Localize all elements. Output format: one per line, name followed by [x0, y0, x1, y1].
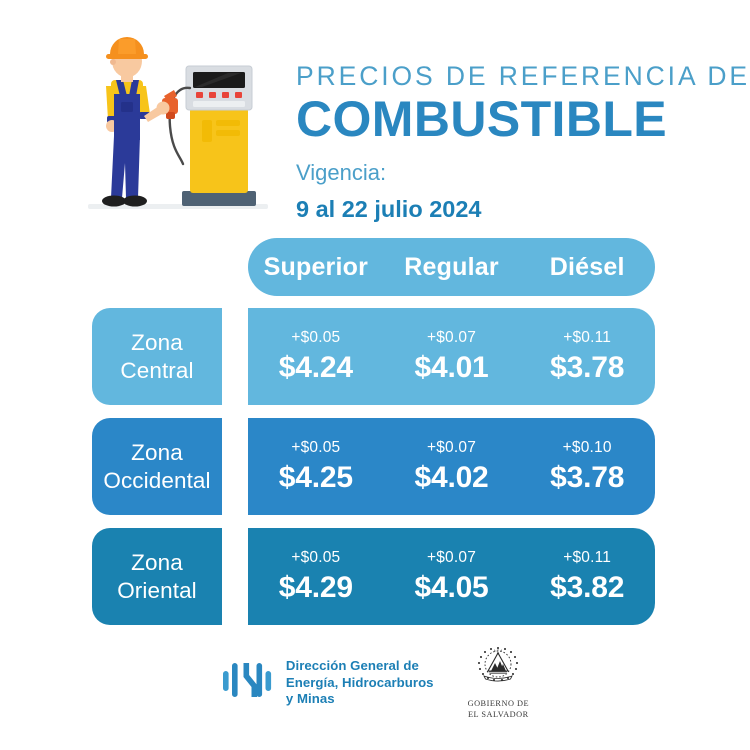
price-value: $3.82: [550, 571, 625, 605]
cell-central-superior: +$0.05 $4.24: [248, 327, 384, 385]
price-value: $4.02: [414, 461, 489, 495]
delta-value: +$0.11: [563, 549, 612, 567]
price-value: $4.24: [278, 351, 353, 385]
zone-occidental-values: +$0.05 $4.25 +$0.07 $4.02 +$0.10 $3.78: [248, 418, 655, 515]
delta-value: +$0.07: [426, 439, 477, 457]
delta-value: +$0.11: [563, 329, 612, 347]
title-block: PRECIOS DE REFERENCIA DE COMBUSTIBLE Vig…: [296, 61, 750, 223]
column-header-diesel: Diésel: [549, 252, 625, 281]
price-value: $3.78: [550, 461, 625, 495]
delta-value: +$0.10: [562, 439, 612, 457]
delta-value: +$0.07: [426, 549, 477, 567]
dgehm-brand: Dirección General de Energía, Hidrocarbu…: [221, 658, 434, 709]
zone-central-values: +$0.05 $4.24 +$0.07 $4.01 +$0.11 $3.78: [248, 308, 655, 405]
cell-occidental-superior: +$0.05 $4.25: [248, 437, 384, 495]
cell-central-diesel: +$0.11 $3.78: [519, 327, 655, 385]
price-value: $3.78: [550, 351, 625, 385]
zone-label-occidental: Zona Occidental: [92, 418, 222, 515]
zone-line2: Central: [120, 357, 194, 383]
zone-label-central: Zona Central: [92, 308, 222, 405]
cell-occidental-regular: +$0.07 $4.02: [384, 437, 520, 495]
zone-label-oriental: Zona Oriental: [92, 528, 222, 625]
el-salvador-coat-of-arms-icon: [473, 645, 523, 696]
vigencia-label: Vigencia:: [296, 159, 387, 185]
gas-station-attendant-illustration: [78, 28, 278, 228]
zone-line1: Zona: [131, 440, 183, 466]
delta-value: +$0.05: [291, 439, 341, 457]
table-row: Zona Occidental +$0.05 $4.25 +$0.07 $4.0…: [0, 418, 750, 515]
vigencia-value: 9 al 22 julio 2024: [296, 196, 482, 223]
dgehm-brand-text: Dirección General de Energía, Hidrocarbu…: [286, 658, 434, 709]
delta-value: +$0.05: [291, 549, 341, 567]
page-title-line1: PRECIOS DE REFERENCIA DE: [296, 61, 750, 91]
cell-oriental-regular: +$0.07 $4.05: [384, 547, 520, 605]
price-value: $4.25: [278, 461, 353, 495]
column-header-superior: Superior: [263, 252, 369, 281]
zone-line1: Zona: [131, 550, 183, 576]
footer: Dirección General de Energía, Hidrocarbu…: [0, 643, 750, 723]
cell-central-regular: +$0.07 $4.01: [384, 327, 520, 385]
price-table: Superior Regular Diésel Zona Central +$0…: [0, 238, 750, 638]
zone-oriental-values: +$0.05 $4.29 +$0.07 $4.05 +$0.11 $3.82: [248, 528, 655, 625]
table-header-bar: Superior Regular Diésel: [248, 238, 655, 296]
seal-line1: GOBIERNO DE: [467, 699, 530, 709]
cell-oriental-diesel: +$0.11 $3.82: [519, 547, 655, 605]
zone-line2: Occidental: [103, 467, 211, 493]
delta-value: +$0.05: [291, 329, 341, 347]
cell-oriental-superior: +$0.05 $4.29: [248, 547, 384, 605]
dgehm-bars-logo-icon: [221, 659, 273, 706]
seal-line2: EL SALVADOR: [467, 710, 529, 719]
price-value: $4.05: [414, 571, 489, 605]
delta-value: +$0.07: [426, 329, 477, 347]
table-row: Zona Oriental +$0.05 $4.29 +$0.07 $4.05 …: [0, 528, 750, 625]
seal-caption: GOBIERNO DE EL SALVADOR: [468, 699, 530, 721]
government-seal: GOBIERNO DE EL SALVADOR: [468, 645, 530, 721]
price-value: $4.29: [278, 571, 353, 605]
table-row: Zona Central +$0.05 $4.24 +$0.07 $4.01 +…: [0, 308, 750, 405]
column-header-regular: Regular: [404, 252, 499, 281]
hero-section: PRECIOS DE REFERENCIA DE COMBUSTIBLE Vig…: [0, 0, 750, 232]
table-header-row: Superior Regular Diésel: [0, 238, 750, 296]
zone-line1: Zona: [131, 330, 183, 356]
zone-line2: Oriental: [117, 577, 197, 603]
org-line1: Dirección General de: [285, 657, 419, 673]
price-value: $4.01: [414, 351, 489, 385]
cell-occidental-diesel: +$0.10 $3.78: [519, 437, 655, 495]
page-title-line2: COMBUSTIBLE: [296, 90, 668, 147]
org-line2: Energía, Hidrocarburos: [285, 674, 434, 690]
org-line3: y Minas: [285, 691, 335, 707]
